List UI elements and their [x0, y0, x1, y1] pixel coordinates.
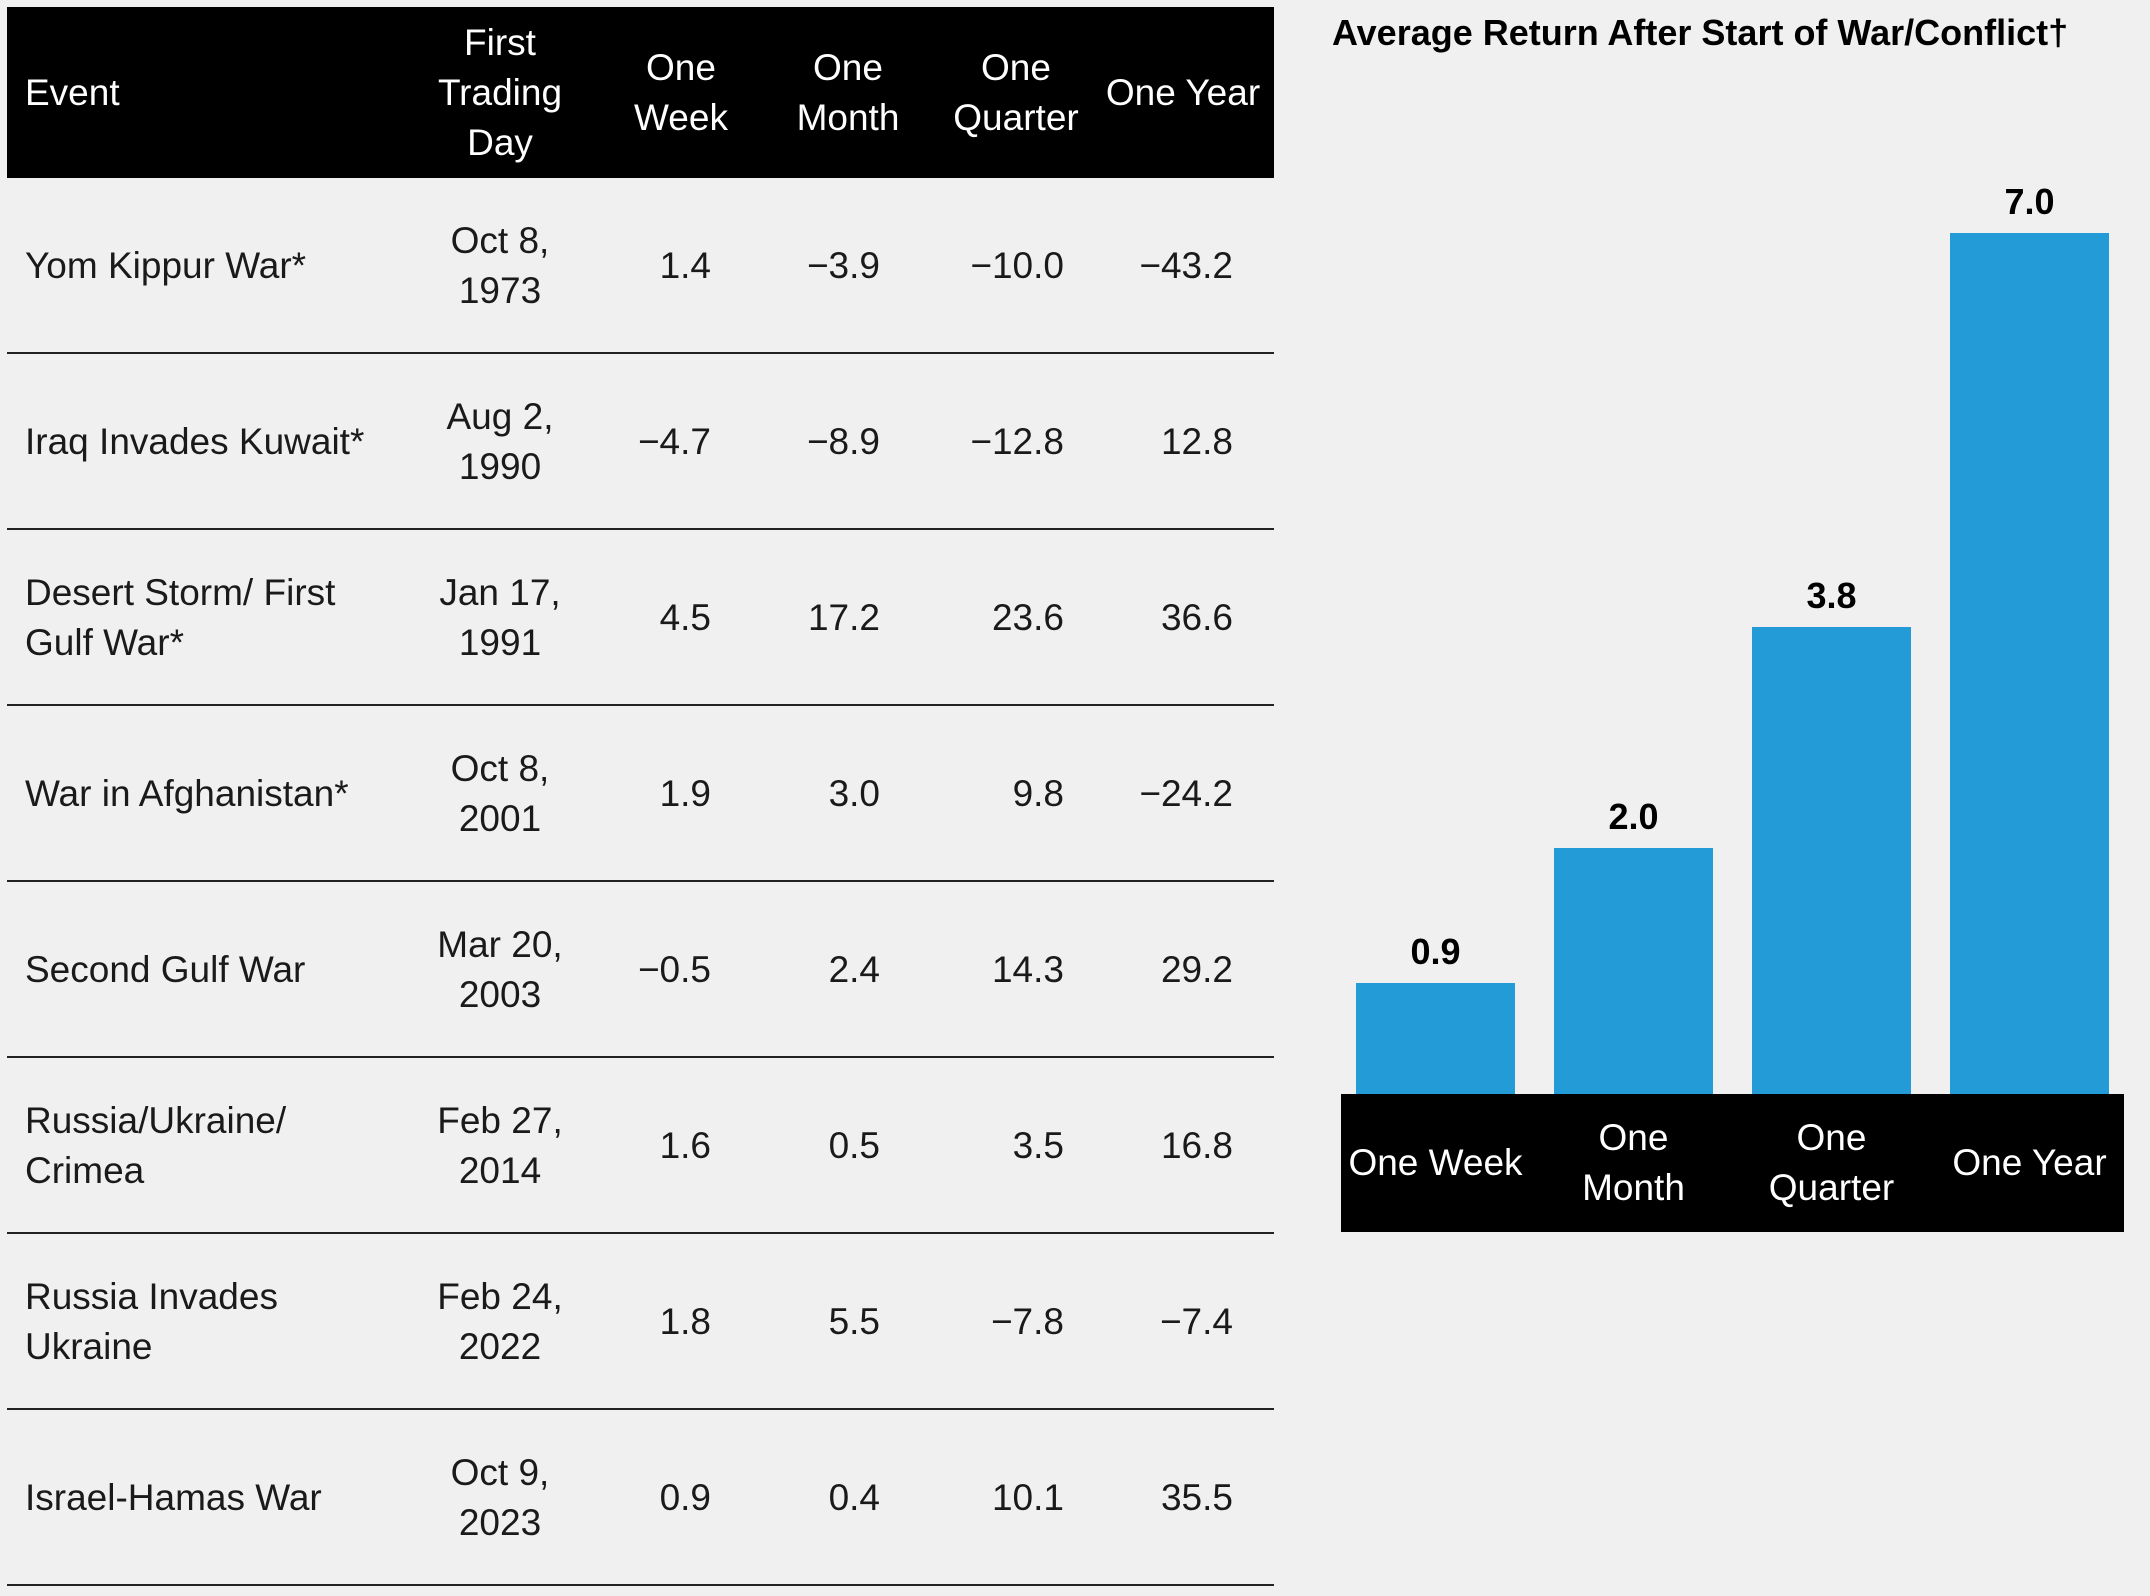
table-cell: Mar 20, 2003 — [437, 924, 563, 1015]
table-cell: Aug 2, 1990 — [446, 396, 554, 487]
table-header-bg — [7, 7, 1274, 178]
table-cell: Jan 17, 1991 — [439, 572, 561, 663]
table-header-cell: First Trading Day — [437, 21, 563, 163]
x-tick-label: One Month — [1582, 1117, 1685, 1208]
table-cell: 17.2 — [807, 597, 880, 638]
value-label: 2.0 — [1608, 796, 1659, 837]
table-cell: −12.8 — [970, 421, 1064, 462]
bar — [1752, 626, 1911, 1094]
table-cell: Russia/Ukraine/ Crimea — [25, 1100, 287, 1191]
x-tick-label: One Quarter — [1768, 1117, 1895, 1208]
table-cell: 36.6 — [1160, 597, 1233, 638]
table-cell: 10.1 — [991, 1477, 1064, 1518]
table-header-cell: One Week — [634, 46, 728, 138]
table-cell: 1.8 — [659, 1301, 711, 1342]
value-label: 3.8 — [1806, 574, 1857, 616]
table-cell: Oct 8, 1973 — [450, 220, 550, 311]
table-cell: 23.6 — [991, 597, 1064, 638]
value-label: 0.9 — [1410, 931, 1461, 973]
row-rule — [7, 704, 1274, 706]
bar — [1356, 983, 1515, 1094]
row-rule — [7, 1584, 1274, 1586]
row-rule — [7, 1408, 1274, 1410]
x-tick-label: One Week — [1348, 1142, 1523, 1183]
bar — [1950, 233, 2109, 1094]
row-rule — [7, 880, 1274, 882]
table-cell: −3.9 — [806, 245, 880, 286]
table-cell: 0.4 — [828, 1477, 880, 1518]
table-cell: Oct 9, 2023 — [450, 1452, 550, 1543]
table-cell: Oct 8, 2001 — [450, 748, 550, 839]
table-cell: 0.5 — [828, 1125, 880, 1166]
table-cell: −8.9 — [806, 421, 880, 462]
table-cell: −4.7 — [637, 421, 711, 462]
table-cell: 4.5 — [659, 597, 711, 638]
table-cell: Iraq Invades Kuwait* — [25, 421, 365, 462]
table-cell: Yom Kippur War* — [25, 245, 307, 286]
table-header-cell: One Quarter — [953, 46, 1079, 138]
table-cell: 14.3 — [991, 949, 1064, 990]
table-cell: −10.0 — [970, 245, 1064, 286]
table-cell: 35.5 — [1160, 1477, 1233, 1518]
table-cell: 1.9 — [659, 773, 711, 814]
category-band — [1341, 1094, 2124, 1232]
table-cell: Israel-Hamas War — [25, 1477, 322, 1518]
chart-title: Average Return After Start of War/Confli… — [1332, 12, 2069, 53]
table-cell: −0.5 — [637, 949, 711, 990]
table-cell: 3.0 — [828, 773, 880, 814]
table-cell: 3.5 — [1012, 1125, 1064, 1166]
row-rule — [7, 1056, 1274, 1058]
table-cell: Russia Invades Ukraine — [25, 1276, 278, 1367]
table-cell: −7.4 — [1159, 1301, 1233, 1342]
table-cell: 29.2 — [1160, 949, 1233, 990]
x-tick-label: One Year — [1952, 1142, 2107, 1183]
table-cell: 1.6 — [659, 1125, 711, 1166]
table-cell: −7.8 — [990, 1301, 1064, 1342]
table-cell: Feb 27, 2014 — [437, 1100, 563, 1191]
table-cell: Feb 24, 2022 — [437, 1276, 563, 1367]
table-header-cell: One Year — [1105, 71, 1261, 113]
table-cell: −43.2 — [1139, 245, 1233, 286]
row-rule — [7, 1232, 1274, 1234]
table-cell: Second Gulf War — [25, 949, 306, 990]
value-label: 7.0 — [2004, 181, 2055, 222]
table-cell: 9.8 — [1012, 773, 1064, 814]
table-cell: Desert Storm/ First Gulf War* — [25, 572, 336, 663]
table-cell: 12.8 — [1160, 421, 1233, 462]
table-cell: 2.4 — [828, 949, 880, 990]
row-rule — [7, 352, 1274, 354]
table-header-cell: Event — [25, 71, 120, 113]
table-cell: 1.4 — [659, 245, 711, 286]
table-cell: 16.8 — [1160, 1125, 1233, 1166]
table-cell: War in Afghanistan* — [25, 773, 349, 814]
table-cell: −24.2 — [1139, 773, 1233, 814]
bar — [1554, 848, 1713, 1094]
table-cell: 5.5 — [828, 1301, 880, 1342]
table-header-cell: One Month — [796, 46, 900, 138]
table-cell: 0.9 — [659, 1477, 711, 1518]
row-rule — [7, 528, 1274, 530]
